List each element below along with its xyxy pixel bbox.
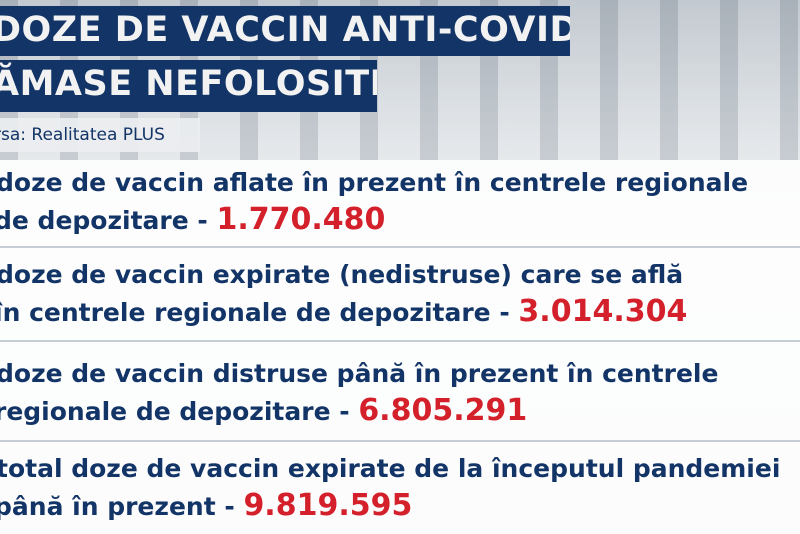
info-row-2: doze de vaccin expirate (nedistruse) car… — [0, 256, 800, 331]
row-text: doze de vaccin distruse până în prezent … — [0, 359, 719, 388]
headline-line-1: DOZE DE VACCIN ANTI-COVID — [0, 6, 570, 56]
row-text: până în prezent - — [0, 492, 244, 521]
divider — [0, 340, 800, 342]
source-text: rsa: Realitatea PLUS — [0, 125, 165, 145]
info-row-4: total doze de vaccin expirate de la înce… — [0, 450, 800, 525]
divider — [0, 246, 800, 248]
row-value: 3.014.304 — [518, 294, 688, 329]
row-value: 6.805.291 — [358, 393, 528, 428]
source-label: rsa: Realitatea PLUS — [0, 118, 200, 152]
info-panel — [0, 160, 800, 534]
row-text: în centrele regionale de depozitare - — [0, 298, 519, 327]
divider — [0, 440, 800, 442]
headline-text-1: DOZE DE VACCIN ANTI-COVID — [0, 10, 570, 50]
info-row-1: doze de vaccin aflate în prezent în cent… — [0, 164, 800, 239]
headline-line-2: ĂMASE NEFOLOSITE — [0, 60, 377, 112]
headline-text-2: ĂMASE NEFOLOSITE — [0, 64, 377, 104]
row-value: 9.819.595 — [243, 488, 413, 523]
row-value: 1.770.480 — [216, 202, 386, 237]
row-text: doze de vaccin aflate în prezent în cent… — [0, 168, 749, 197]
row-text: total doze de vaccin expirate de la înce… — [0, 454, 781, 483]
row-text: doze de vaccin expirate (nedistruse) car… — [0, 260, 684, 289]
row-text: regionale de depozitare - — [0, 397, 359, 426]
info-row-3: doze de vaccin distruse până în prezent … — [0, 355, 800, 430]
row-text: de depozitare - — [0, 206, 217, 235]
